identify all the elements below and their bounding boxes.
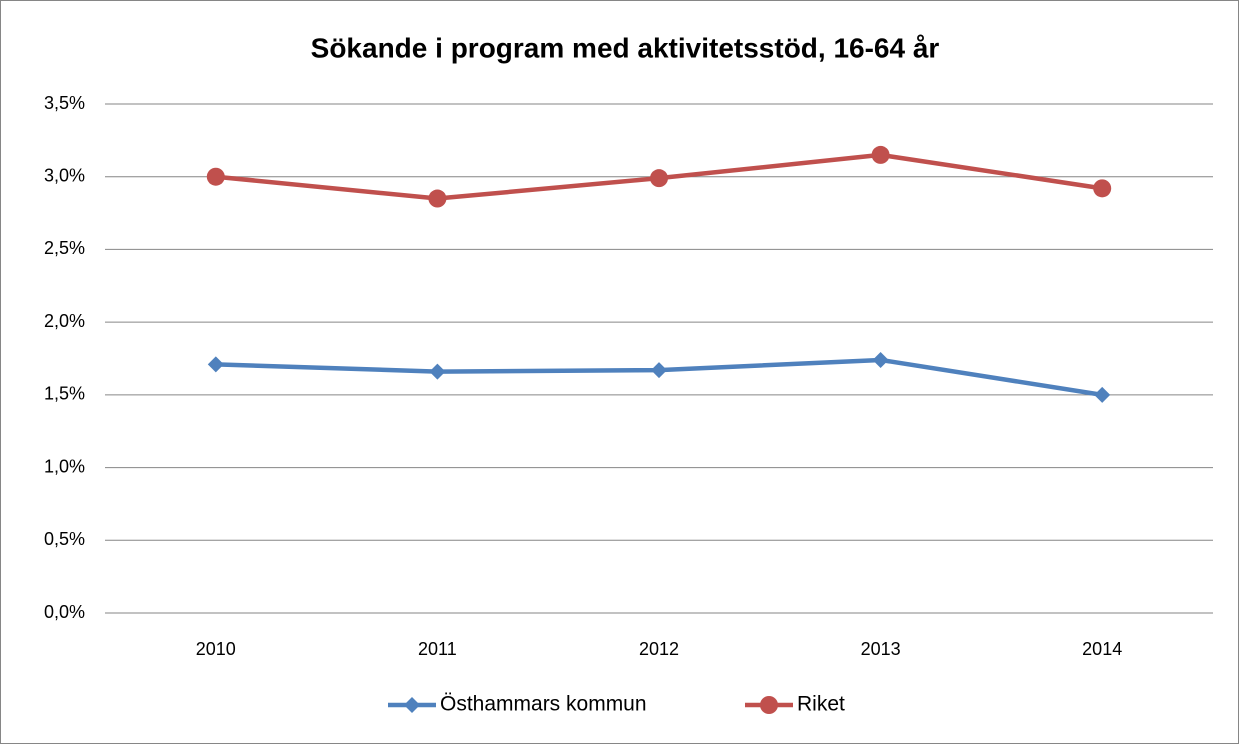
point-marker — [429, 363, 446, 380]
point-marker — [207, 356, 224, 373]
point-marker — [428, 189, 447, 208]
point-marker — [871, 145, 890, 164]
legend-marker — [404, 697, 420, 713]
point-marker — [206, 167, 225, 186]
y-tick-label: 1,5% — [44, 384, 85, 404]
y-tick-label: 3,5% — [44, 93, 85, 113]
x-tick-label: 2010 — [196, 639, 236, 659]
legend-marker — [760, 696, 778, 714]
point-marker — [1093, 179, 1112, 198]
y-tick-label: 0,5% — [44, 529, 85, 549]
chart-title: Sökande i program med aktivitetsstöd, 16… — [311, 32, 940, 63]
point-marker — [650, 169, 668, 188]
point-marker — [872, 351, 889, 368]
legend-label: Riket — [797, 693, 845, 716]
point-marker — [1094, 386, 1111, 403]
y-tick-label: 1,0% — [44, 456, 85, 476]
point-marker — [651, 362, 667, 379]
y-tick-label: 0,0% — [44, 602, 85, 622]
y-tick-label: 2,5% — [44, 238, 85, 258]
y-tick-label: 3,0% — [44, 165, 85, 185]
legend-label: Östhammars kommun — [440, 693, 647, 716]
y-tick-label: 2,0% — [44, 311, 85, 331]
x-tick-label: 2012 — [639, 639, 679, 659]
x-tick-label: 2011 — [418, 639, 457, 659]
x-tick-label: 2014 — [1082, 639, 1122, 659]
x-tick-label: 2013 — [861, 639, 901, 659]
